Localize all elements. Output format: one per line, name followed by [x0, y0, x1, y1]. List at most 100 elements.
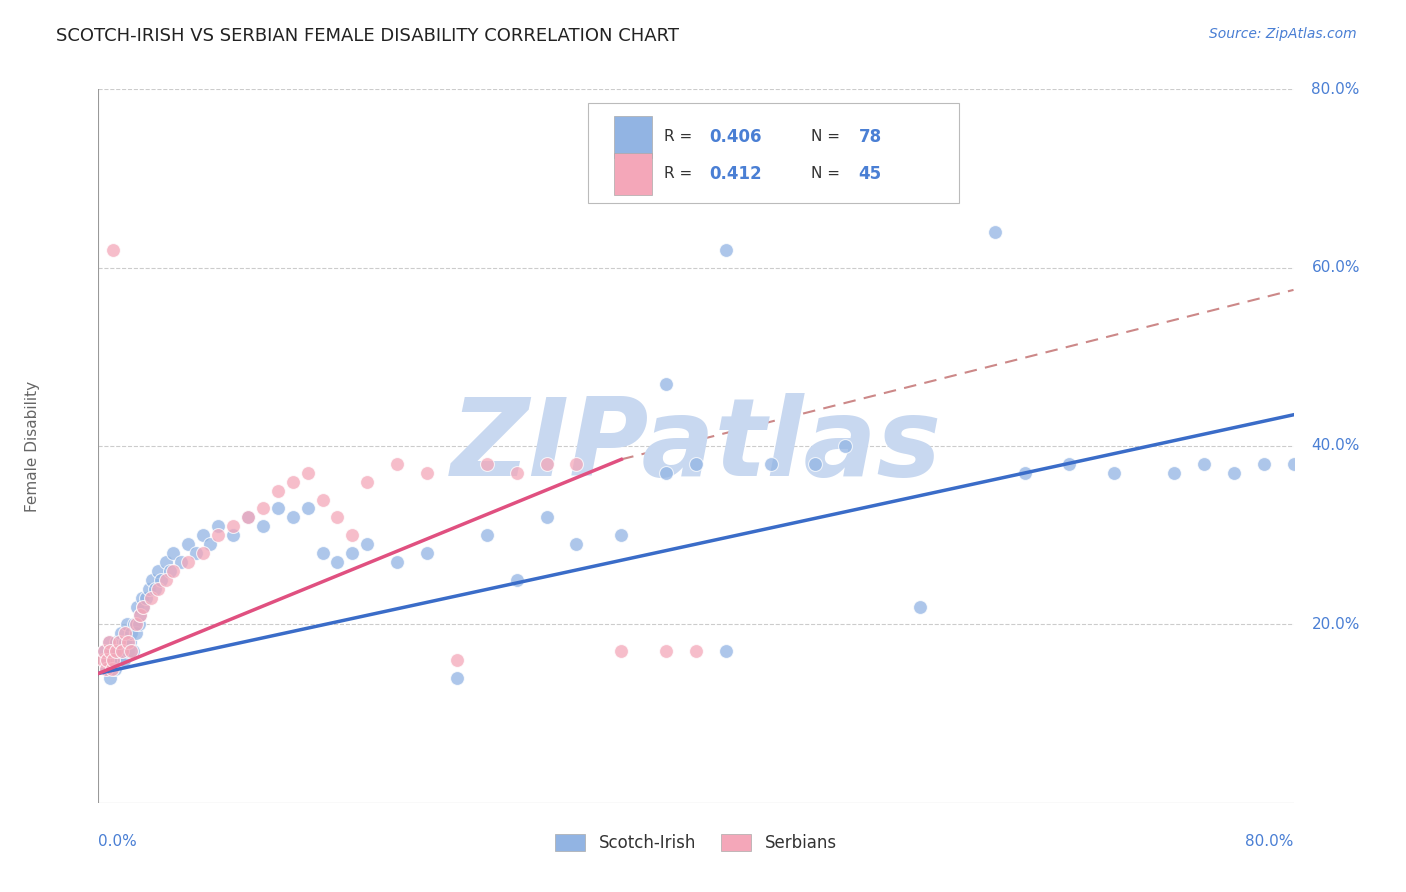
Point [1104, 466, 1126, 480]
Point [108, 653, 131, 667]
Point [155, 573, 177, 587]
Point [177, 537, 200, 551]
Point [1059, 457, 1081, 471]
Point [655, 376, 678, 391]
Point [565, 537, 588, 551]
Point [101, 644, 124, 658]
Point [446, 671, 468, 685]
Point [834, 439, 856, 453]
Text: 0.0%: 0.0% [98, 834, 138, 849]
Point [94, 662, 117, 676]
Text: 20.0%: 20.0% [1312, 617, 1360, 632]
Point [155, 555, 177, 569]
Point [107, 644, 129, 658]
Point [236, 510, 259, 524]
Text: 78: 78 [859, 128, 882, 145]
Point [135, 591, 157, 605]
Point [356, 475, 378, 489]
Point [115, 617, 138, 632]
Point [385, 457, 409, 471]
Point [103, 653, 125, 667]
Point [128, 617, 150, 632]
FancyBboxPatch shape [613, 116, 652, 158]
Text: ZIPatlas: ZIPatlas [450, 393, 942, 499]
Point [506, 466, 529, 480]
Point [121, 644, 143, 658]
Point [131, 591, 153, 605]
Point [326, 510, 349, 524]
Point [129, 608, 152, 623]
Point [132, 599, 155, 614]
Point [655, 466, 678, 480]
Point [117, 644, 139, 658]
Point [111, 644, 134, 658]
Point [1163, 466, 1185, 480]
Text: SCOTCH-IRISH VS SERBIAN FEMALE DISABILITY CORRELATION CHART: SCOTCH-IRISH VS SERBIAN FEMALE DISABILIT… [56, 27, 679, 45]
Point [207, 528, 229, 542]
Point [91, 653, 114, 667]
Point [984, 225, 1007, 239]
Point [148, 564, 170, 578]
Text: 40.0%: 40.0% [1312, 439, 1360, 453]
Point [252, 519, 274, 533]
Point [93, 644, 115, 658]
Point [120, 626, 142, 640]
Point [132, 599, 155, 614]
Point [1282, 457, 1305, 471]
Point [124, 617, 146, 632]
Point [475, 457, 498, 471]
Point [184, 546, 207, 560]
Point [148, 582, 170, 596]
Point [105, 644, 128, 658]
Point [127, 599, 149, 614]
Point [138, 582, 160, 596]
Text: N =: N = [811, 129, 845, 145]
Point [1014, 466, 1036, 480]
Point [804, 457, 827, 471]
Text: 80.0%: 80.0% [1312, 82, 1360, 96]
Point [908, 599, 931, 614]
Point [281, 475, 304, 489]
Point [177, 555, 200, 569]
Point [1192, 457, 1215, 471]
Point [191, 528, 214, 542]
Point [200, 537, 222, 551]
Text: 0.412: 0.412 [709, 165, 762, 183]
Point [536, 510, 558, 524]
Point [610, 644, 633, 658]
Point [141, 573, 163, 587]
Point [281, 510, 304, 524]
Point [150, 573, 173, 587]
FancyBboxPatch shape [613, 153, 652, 194]
FancyBboxPatch shape [589, 103, 959, 203]
Point [252, 501, 274, 516]
Point [104, 662, 127, 676]
Point [297, 466, 319, 480]
Point [96, 653, 118, 667]
Point [117, 635, 139, 649]
Point [169, 555, 191, 569]
Point [162, 546, 184, 560]
Point [98, 644, 122, 658]
Point [114, 626, 136, 640]
Point [103, 653, 125, 667]
Point [236, 510, 259, 524]
Point [94, 662, 117, 676]
Point [114, 635, 136, 649]
Point [446, 653, 468, 667]
Point [385, 555, 409, 569]
Point [97, 635, 120, 649]
Point [714, 644, 737, 658]
Point [129, 608, 152, 623]
Point [93, 644, 115, 658]
Text: R =: R = [664, 166, 702, 181]
Point [311, 492, 333, 507]
Point [120, 644, 142, 658]
Point [342, 546, 364, 560]
Point [222, 519, 245, 533]
Point [267, 483, 290, 498]
Point [536, 457, 558, 471]
Point [356, 537, 378, 551]
Point [506, 573, 529, 587]
Point [118, 635, 141, 649]
